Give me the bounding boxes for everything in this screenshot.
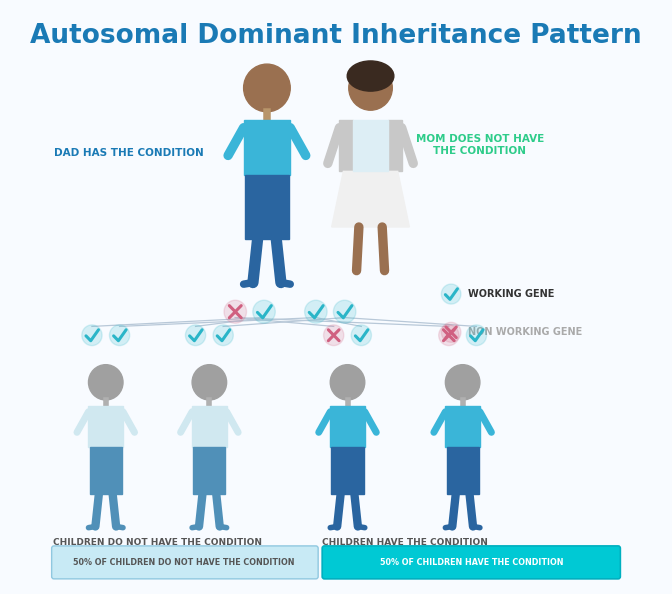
Text: Autosomal Dominant Inheritance Pattern: Autosomal Dominant Inheritance Pattern [30,23,642,49]
FancyBboxPatch shape [89,406,123,447]
Text: 50% OF CHILDREN HAVE THE CONDITION: 50% OF CHILDREN HAVE THE CONDITION [380,558,563,567]
FancyBboxPatch shape [194,447,226,494]
Circle shape [442,323,461,342]
Text: CHILDREN HAVE THE CONDITION: CHILDREN HAVE THE CONDITION [322,539,488,548]
Circle shape [330,365,365,400]
FancyBboxPatch shape [331,447,364,494]
FancyBboxPatch shape [192,406,226,447]
FancyBboxPatch shape [388,120,402,171]
Circle shape [351,325,372,346]
Circle shape [304,300,327,323]
FancyBboxPatch shape [353,120,388,171]
Circle shape [82,325,102,346]
FancyBboxPatch shape [322,546,620,579]
Circle shape [185,325,206,346]
FancyBboxPatch shape [89,447,122,494]
FancyBboxPatch shape [244,120,290,175]
FancyBboxPatch shape [446,406,480,447]
Circle shape [324,325,344,346]
Circle shape [110,325,130,346]
Circle shape [213,325,233,346]
FancyBboxPatch shape [330,406,365,447]
Circle shape [442,284,461,304]
Circle shape [192,365,226,400]
Text: DAD HAS THE CONDITION: DAD HAS THE CONDITION [54,148,204,158]
Polygon shape [332,171,409,227]
Text: MOM DOES NOT HAVE
THE CONDITION: MOM DOES NOT HAVE THE CONDITION [416,134,544,156]
Circle shape [224,300,247,323]
Circle shape [439,325,459,346]
Text: NON WORKING GENE: NON WORKING GENE [468,327,583,337]
Text: WORKING GENE: WORKING GENE [468,289,555,299]
Circle shape [349,66,392,110]
FancyBboxPatch shape [52,546,318,579]
Ellipse shape [347,61,394,91]
Circle shape [244,64,290,112]
FancyBboxPatch shape [339,120,353,171]
Circle shape [253,300,276,323]
Text: 50% OF CHILDREN DO NOT HAVE THE CONDITION: 50% OF CHILDREN DO NOT HAVE THE CONDITIO… [73,558,294,567]
Circle shape [466,325,487,346]
Text: CHILDREN DO NOT HAVE THE CONDITION: CHILDREN DO NOT HAVE THE CONDITION [53,539,262,548]
FancyBboxPatch shape [446,447,478,494]
FancyBboxPatch shape [245,175,289,239]
Circle shape [333,300,356,323]
Circle shape [446,365,480,400]
Circle shape [89,365,123,400]
